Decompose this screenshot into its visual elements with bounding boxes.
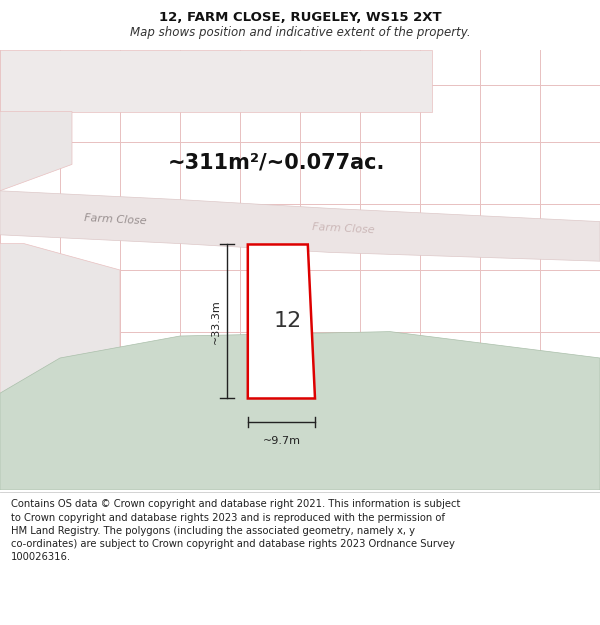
Text: 12, FARM CLOSE, RUGELEY, WS15 2XT: 12, FARM CLOSE, RUGELEY, WS15 2XT — [158, 11, 442, 24]
Polygon shape — [0, 50, 432, 112]
Text: ~33.3m: ~33.3m — [211, 299, 221, 344]
Polygon shape — [0, 112, 72, 191]
Text: Map shows position and indicative extent of the property.: Map shows position and indicative extent… — [130, 26, 470, 39]
Polygon shape — [0, 332, 600, 490]
Text: Farm Close: Farm Close — [84, 213, 147, 226]
Text: 12: 12 — [273, 311, 302, 331]
Polygon shape — [248, 244, 315, 399]
Text: Contains OS data © Crown copyright and database right 2021. This information is : Contains OS data © Crown copyright and d… — [11, 499, 460, 562]
Polygon shape — [0, 191, 600, 261]
Text: ~9.7m: ~9.7m — [262, 436, 301, 446]
Text: ~311m²/~0.077ac.: ~311m²/~0.077ac. — [167, 152, 385, 173]
Polygon shape — [0, 244, 120, 490]
Text: Farm Close: Farm Close — [312, 222, 375, 235]
